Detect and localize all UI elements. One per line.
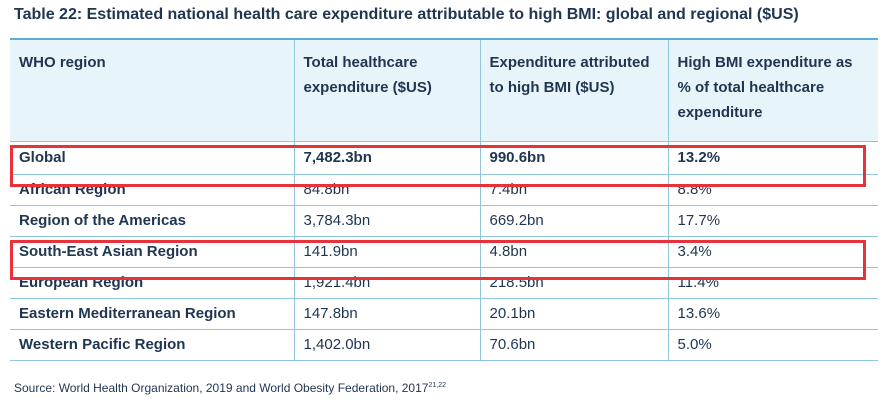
region-cell: Western Pacific Region (10, 329, 295, 361)
table-row-south-east-asia: South-East Asian Region 141.9bn 4.8bn 3.… (10, 236, 878, 268)
bmi-percent-cell: 17.7% (668, 205, 878, 237)
region-cell: Global (10, 141, 295, 175)
bmi-expenditure-cell: 20.1bn (480, 298, 669, 330)
table-header-row: WHO region Total healthcare expenditure … (10, 38, 878, 142)
expenditure-table-container: WHO region Total healthcare expenditure … (10, 38, 878, 361)
table-title: Table 22: Estimated national health care… (14, 6, 799, 23)
table-row: Region of the Americas 3,784.3bn 669.2bn… (10, 205, 878, 237)
bmi-expenditure-cell: 7.4bn (480, 174, 669, 206)
total-expenditure-cell: 84.8bn (294, 174, 481, 206)
table-row: Western Pacific Region 1,402.0bn 70.6bn … (10, 329, 878, 361)
region-cell: South-East Asian Region (10, 236, 295, 268)
bmi-percent-cell: 8.8% (668, 174, 878, 206)
source-text: Source: World Health Organization, 2019 … (14, 381, 429, 395)
total-expenditure-cell: 7,482.3bn (294, 141, 481, 175)
region-cell: African Region (10, 174, 295, 206)
bmi-expenditure-cell: 669.2bn (480, 205, 669, 237)
bmi-percent-cell: 11.4% (668, 267, 878, 299)
total-expenditure-cell: 3,784.3bn (294, 205, 481, 237)
bmi-expenditure-cell: 70.6bn (480, 329, 669, 361)
bmi-percent-cell: 13.6% (668, 298, 878, 330)
region-cell: Eastern Mediterranean Region (10, 298, 295, 330)
bmi-percent-cell: 3.4% (668, 236, 878, 268)
expenditure-table: WHO region Total healthcare expenditure … (10, 38, 878, 361)
total-expenditure-cell: 1,921.4bn (294, 267, 481, 299)
column-header-bmi-expenditure: Expenditure attributed to high BMI ($US) (480, 38, 669, 142)
table-row: African Region 84.8bn 7.4bn 8.8% (10, 174, 878, 206)
table-row: European Region 1,921.4bn 218.5bn 11.4% (10, 267, 878, 299)
column-header-who-region: WHO region (10, 38, 295, 142)
region-cell: European Region (10, 267, 295, 299)
bmi-percent-cell: 5.0% (668, 329, 878, 361)
bmi-expenditure-cell: 4.8bn (480, 236, 669, 268)
table-row: Eastern Mediterranean Region 147.8bn 20.… (10, 298, 878, 330)
region-cell: Region of the Americas (10, 205, 295, 237)
table-row-global: Global 7,482.3bn 990.6bn 13.2% (10, 141, 878, 175)
total-expenditure-cell: 147.8bn (294, 298, 481, 330)
total-expenditure-cell: 1,402.0bn (294, 329, 481, 361)
bmi-expenditure-cell: 218.5bn (480, 267, 669, 299)
total-expenditure-cell: 141.9bn (294, 236, 481, 268)
column-header-total-expenditure: Total healthcare expenditure ($US) (294, 38, 481, 142)
source-reference-superscript: 21,22 (428, 382, 446, 389)
source-note: Source: World Health Organization, 2019 … (14, 381, 446, 395)
bmi-percent-cell: 13.2% (668, 141, 878, 175)
bmi-expenditure-cell: 990.6bn (480, 141, 669, 175)
column-header-bmi-percent: High BMI expenditure as % of total healt… (668, 38, 878, 142)
